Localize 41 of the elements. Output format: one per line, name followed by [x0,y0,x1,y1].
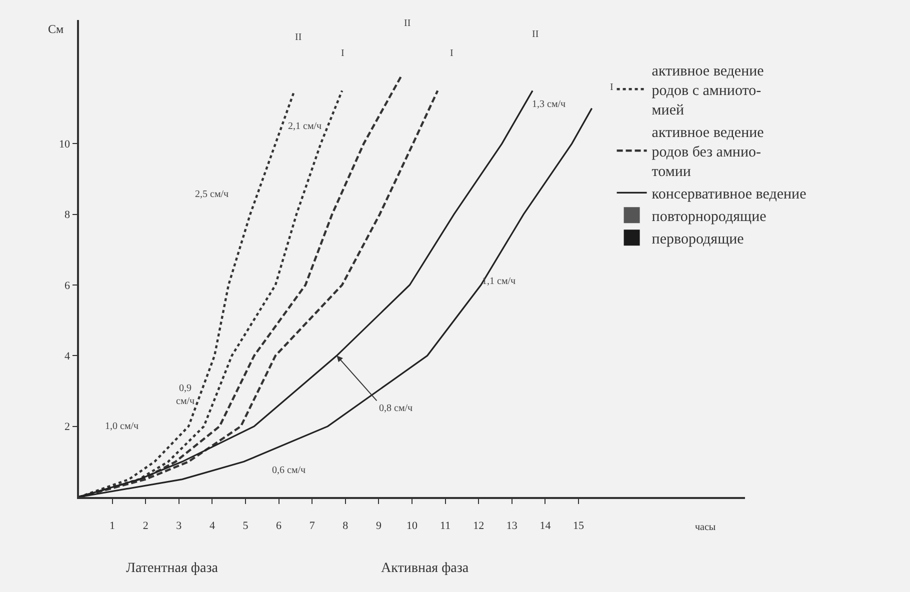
x-tick-label: 13 [506,520,518,532]
annotation: 2,5 см/ч [195,189,229,200]
text: Латентная фаза [126,561,219,576]
x-tick-label: 14 [540,520,552,532]
y-tick-label: 8 [64,209,71,222]
annotation: 0,9 см/ч [176,383,195,407]
annotation: 1,3 см/ч [532,99,566,110]
legend-label: повторнородящие [652,208,767,225]
annotation: II [532,29,539,40]
annotation: 1,1 см/ч [482,276,516,287]
x-tick-label: 7 [309,520,316,532]
y-tick-label: 10 [59,138,71,151]
annotation: 2,1 см/ч [288,121,322,132]
x-tick-label: 11 [440,520,451,532]
y-tick-label: 6 [64,280,71,292]
text: Активная фаза [381,561,470,576]
x-tick-label: 15 [573,520,584,532]
x-tick-label: 5 [242,520,249,532]
annotation: II [404,18,411,29]
annotation: II [295,32,302,43]
x-tick-label: 6 [276,520,282,532]
x-tick-label: 9 [376,520,382,532]
legend-label: первородящие [652,231,744,248]
annotation: I [341,48,344,59]
x-tick-label: 4 [209,520,216,532]
annotation: I [450,48,454,59]
x-tick-label: 3 [176,520,182,532]
x-tick-label: 2 [142,520,148,532]
x-tick-label: 10 [406,520,418,532]
x-tick-label: 1 [110,520,116,532]
y-axis-title: См [48,22,64,36]
annotation: 1,0 см/ч [105,421,139,432]
x-tick-label: 8 [342,520,349,532]
x-axis-title: часы [695,522,716,533]
y-tick-label: 2 [64,421,70,434]
y-tick-label: 4 [64,350,71,363]
annotation: I [610,82,614,93]
legend-label: консервативное ведение [652,186,807,202]
x-tick-label: 12 [473,520,484,532]
annotation: 0,8 см/ч [379,403,413,414]
annotation: 0,6 см/ч [272,465,306,476]
